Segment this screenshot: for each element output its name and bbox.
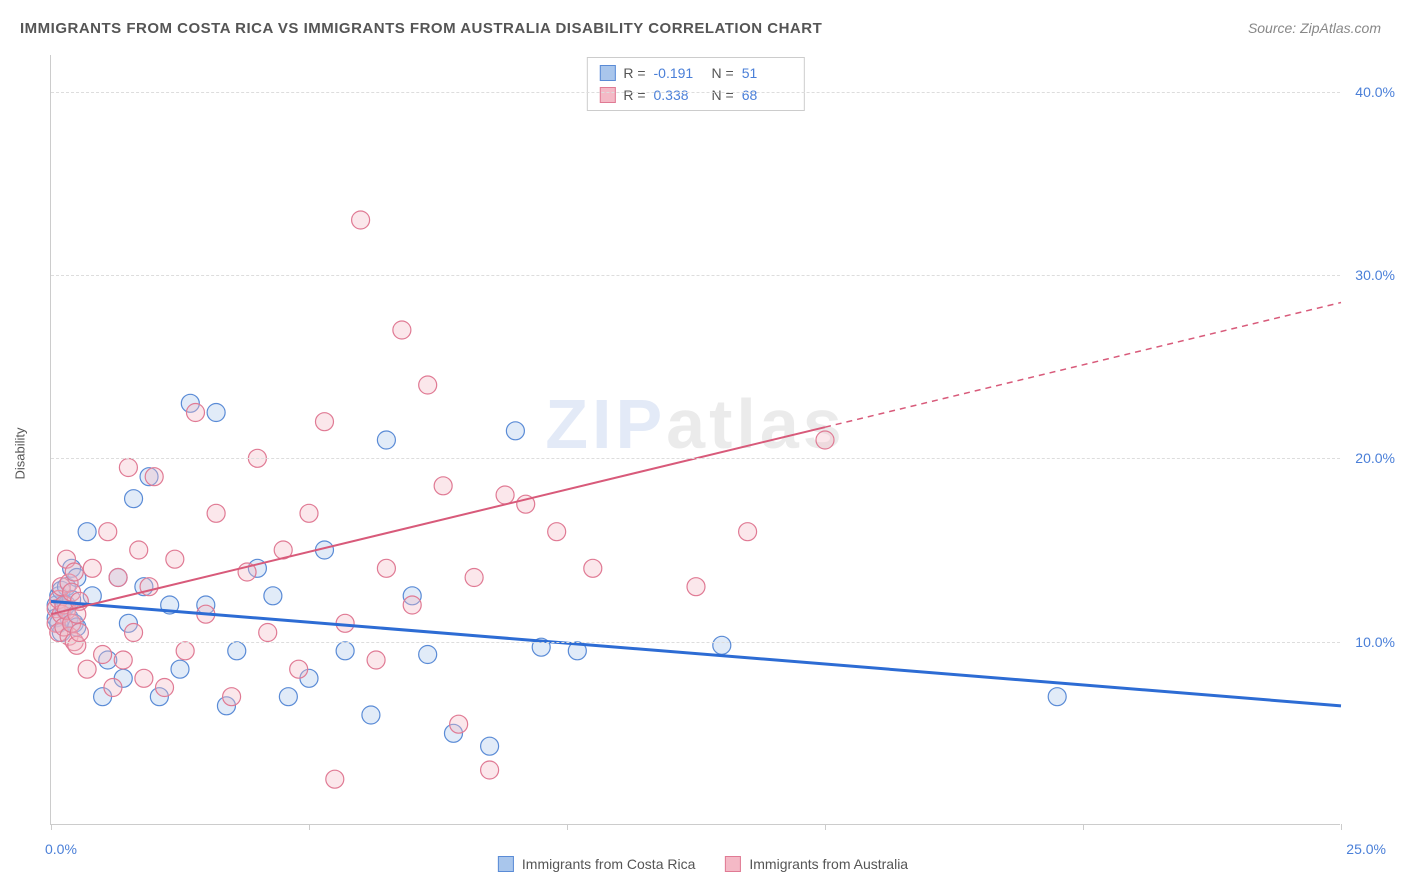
data-point <box>713 636 731 654</box>
x-tick-label-max: 25.0% <box>1346 841 1386 857</box>
data-point <box>228 642 246 660</box>
data-point <box>135 669 153 687</box>
legend: Immigrants from Costa Rica Immigrants fr… <box>488 854 918 874</box>
data-point <box>171 660 189 678</box>
x-tick <box>825 824 826 830</box>
data-point <box>419 646 437 664</box>
gridline <box>51 92 1340 93</box>
r-label: R = <box>623 84 645 106</box>
swatch-series-1 <box>599 87 615 103</box>
data-point <box>739 523 757 541</box>
plot-area: ZIPatlas R = -0.191 N = 51 R = 0.338 N =… <box>50 55 1340 825</box>
data-point <box>434 477 452 495</box>
data-point <box>496 486 514 504</box>
x-tick <box>1083 824 1084 830</box>
y-tick-label: 30.0% <box>1355 267 1395 283</box>
trend-line <box>51 427 825 614</box>
data-point <box>352 211 370 229</box>
r-label: R = <box>623 62 645 84</box>
data-point <box>130 541 148 559</box>
x-tick <box>567 824 568 830</box>
data-point <box>65 563 83 581</box>
data-point <box>125 624 143 642</box>
y-tick-label: 10.0% <box>1355 634 1395 650</box>
data-point <box>176 642 194 660</box>
data-point <box>104 679 122 697</box>
data-point <box>83 559 101 577</box>
data-point <box>114 651 132 669</box>
data-point <box>377 431 395 449</box>
data-point <box>186 404 204 422</box>
n-value-1: 68 <box>742 84 792 106</box>
data-point <box>290 660 308 678</box>
data-point <box>279 688 297 706</box>
legend-swatch-0 <box>498 856 514 872</box>
data-point <box>816 431 834 449</box>
data-point <box>99 523 117 541</box>
n-label: N = <box>712 84 734 106</box>
data-point <box>78 660 96 678</box>
source-attribution: Source: ZipAtlas.com <box>1248 20 1381 36</box>
x-tick-label-min: 0.0% <box>45 841 77 857</box>
stats-row-series-0: R = -0.191 N = 51 <box>599 62 791 84</box>
y-axis-label: Disability <box>13 427 28 479</box>
stats-row-series-1: R = 0.338 N = 68 <box>599 84 791 106</box>
data-point <box>336 642 354 660</box>
data-point <box>403 596 421 614</box>
data-point <box>207 504 225 522</box>
data-point <box>259 624 277 642</box>
data-point <box>264 587 282 605</box>
data-point <box>393 321 411 339</box>
x-tick <box>51 824 52 830</box>
legend-item-1: Immigrants from Australia <box>725 856 908 872</box>
chart-svg <box>51 55 1340 824</box>
data-point <box>506 422 524 440</box>
data-point <box>300 504 318 522</box>
data-point <box>315 413 333 431</box>
gridline <box>51 642 1340 643</box>
data-point <box>687 578 705 596</box>
swatch-series-0 <box>599 65 615 81</box>
data-point <box>465 569 483 587</box>
r-value-1: 0.338 <box>654 84 704 106</box>
data-point <box>362 706 380 724</box>
data-point <box>548 523 566 541</box>
y-tick-label: 20.0% <box>1355 450 1395 466</box>
chart-title: IMMIGRANTS FROM COSTA RICA VS IMMIGRANTS… <box>20 20 822 37</box>
data-point <box>481 737 499 755</box>
data-point <box>223 688 241 706</box>
data-point <box>70 624 88 642</box>
gridline <box>51 275 1340 276</box>
data-point <box>326 770 344 788</box>
legend-label-0: Immigrants from Costa Rica <box>522 856 695 872</box>
data-point <box>145 468 163 486</box>
data-point <box>125 490 143 508</box>
legend-item-0: Immigrants from Costa Rica <box>498 856 695 872</box>
data-point <box>94 646 112 664</box>
r-value-0: -0.191 <box>654 62 704 84</box>
data-point <box>419 376 437 394</box>
data-point <box>109 569 127 587</box>
data-point <box>450 715 468 733</box>
x-tick <box>309 824 310 830</box>
n-value-0: 51 <box>742 62 792 84</box>
data-point <box>584 559 602 577</box>
trend-line-dashed <box>825 303 1341 428</box>
y-tick-label: 40.0% <box>1355 84 1395 100</box>
legend-label-1: Immigrants from Australia <box>749 856 908 872</box>
x-tick <box>1341 824 1342 830</box>
stats-box: R = -0.191 N = 51 R = 0.338 N = 68 <box>586 57 804 111</box>
data-point <box>78 523 96 541</box>
data-point <box>119 459 137 477</box>
data-point <box>166 550 184 568</box>
data-point <box>481 761 499 779</box>
data-point <box>207 404 225 422</box>
data-point <box>367 651 385 669</box>
gridline <box>51 458 1340 459</box>
data-point <box>377 559 395 577</box>
data-point <box>156 679 174 697</box>
legend-swatch-1 <box>725 856 741 872</box>
n-label: N = <box>712 62 734 84</box>
data-point <box>1048 688 1066 706</box>
